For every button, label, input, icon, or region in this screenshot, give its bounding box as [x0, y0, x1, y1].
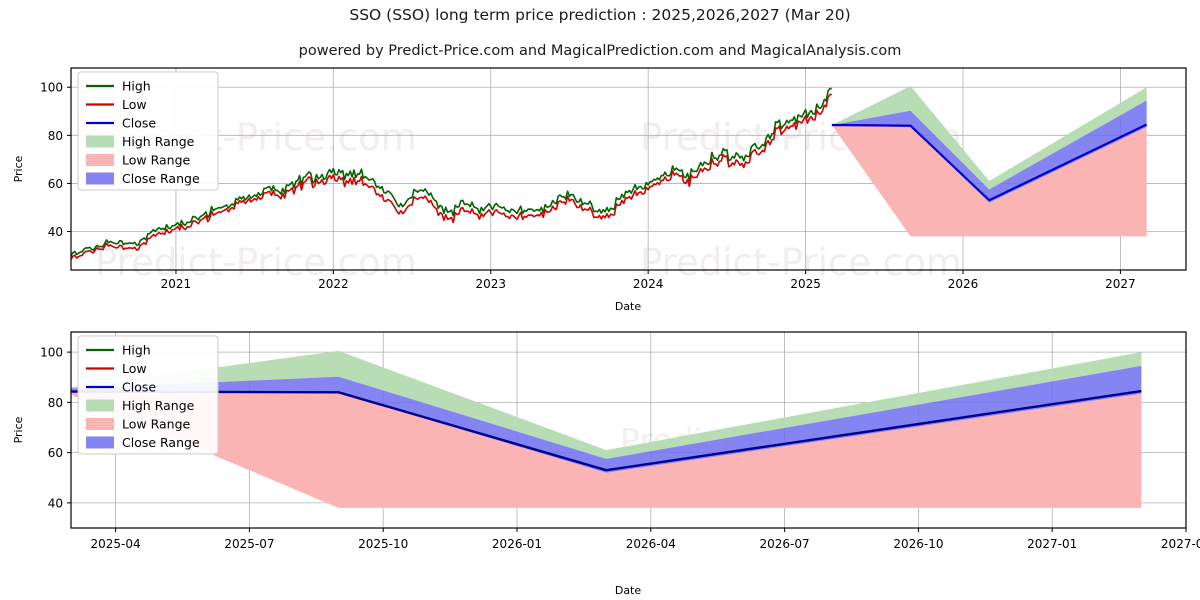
svg-text:2022: 2022	[318, 277, 349, 291]
svg-text:2025-04: 2025-04	[91, 537, 141, 551]
svg-text:2025: 2025	[790, 277, 821, 291]
svg-text:Close: Close	[122, 116, 156, 131]
overview-series-lines	[71, 87, 1148, 260]
svg-text:2026: 2026	[948, 277, 979, 291]
svg-text:2026-04: 2026-04	[626, 537, 676, 551]
svg-text:2027-04: 2027-04	[1161, 537, 1200, 551]
overview-legend: High Low Close High Range Low Range Close Ran…	[77, 71, 219, 191]
svg-text:2021: 2021	[161, 277, 192, 291]
svg-text:2027: 2027	[1105, 277, 1136, 291]
svg-text:Predict-Price.com: Predict-Price.com	[95, 241, 417, 284]
svg-text:Close Range: Close Range	[122, 171, 200, 186]
forecast-y-axis-label: Price	[12, 416, 25, 443]
svg-text:60: 60	[48, 177, 63, 191]
overview-chart-panel: Predict-Price.com Predict-Price.com Predic…	[0, 60, 1200, 315]
svg-text:100: 100	[40, 81, 63, 95]
svg-text:60: 60	[48, 446, 63, 460]
forecast-plot-border	[70, 331, 1187, 529]
svg-text:80: 80	[48, 129, 63, 143]
forecast-x-axis-ticks: 2025-04 2025-07 2025-10 2026-01 2026-04 2026-…	[91, 528, 1200, 551]
svg-text:High Range: High Range	[122, 398, 195, 413]
svg-text:2025-07: 2025-07	[224, 537, 274, 551]
overview-x-axis-ticks: 2021 2022 2023 2024 2025 2026 2027	[161, 270, 1136, 291]
svg-text:Low: Low	[122, 361, 147, 376]
overview-watermark: Predict-Price.com Predict-Price.comPredic…	[95, 116, 962, 284]
forecast-x-axis-label: Date	[615, 584, 642, 597]
svg-text:2026-10: 2026-10	[893, 537, 943, 551]
page-title: SSO (SSO) long term price prediction : 2…	[349, 6, 851, 24]
svg-text:High: High	[122, 79, 151, 94]
forecast-y-axis-ticks: 40 60 80 100	[40, 346, 71, 510]
svg-text:2027-01: 2027-01	[1027, 537, 1077, 551]
overview-x-axis-label: Date	[615, 300, 642, 313]
svg-text:Low: Low	[122, 97, 147, 112]
svg-text:Low Range: Low Range	[122, 153, 191, 168]
forecast-legend: High Low Close High Range Low Range Close Ran…	[77, 335, 219, 455]
svg-text:100: 100	[40, 346, 63, 360]
svg-text:80: 80	[48, 396, 63, 410]
svg-text:2024: 2024	[633, 277, 664, 291]
page-subtitle: powered by Predict-Price.com and Magical…	[298, 43, 902, 59]
svg-text:Close: Close	[122, 380, 156, 395]
overview-y-axis-ticks: 40 60 80 100	[40, 81, 71, 239]
svg-text:40: 40	[48, 496, 63, 510]
svg-text:Predict-Price.com: Predict-Price.com	[640, 241, 962, 284]
svg-text:2025-10: 2025-10	[358, 537, 408, 551]
svg-text:2023: 2023	[475, 277, 506, 291]
svg-text:2026-07: 2026-07	[760, 537, 810, 551]
svg-text:2026-01: 2026-01	[492, 537, 542, 551]
svg-text:Low Range: Low Range	[122, 417, 191, 432]
overview-y-axis-label: Price	[12, 155, 25, 182]
svg-text:High Range: High Range	[122, 134, 195, 149]
overview-plot-border	[70, 67, 1187, 271]
svg-text:40: 40	[48, 225, 63, 239]
svg-text:Close Range: Close Range	[122, 435, 200, 450]
svg-text:High: High	[122, 343, 151, 358]
overview-chart-svg: Predict-Price.com Predict-Price.comPredic…	[12, 67, 1187, 313]
